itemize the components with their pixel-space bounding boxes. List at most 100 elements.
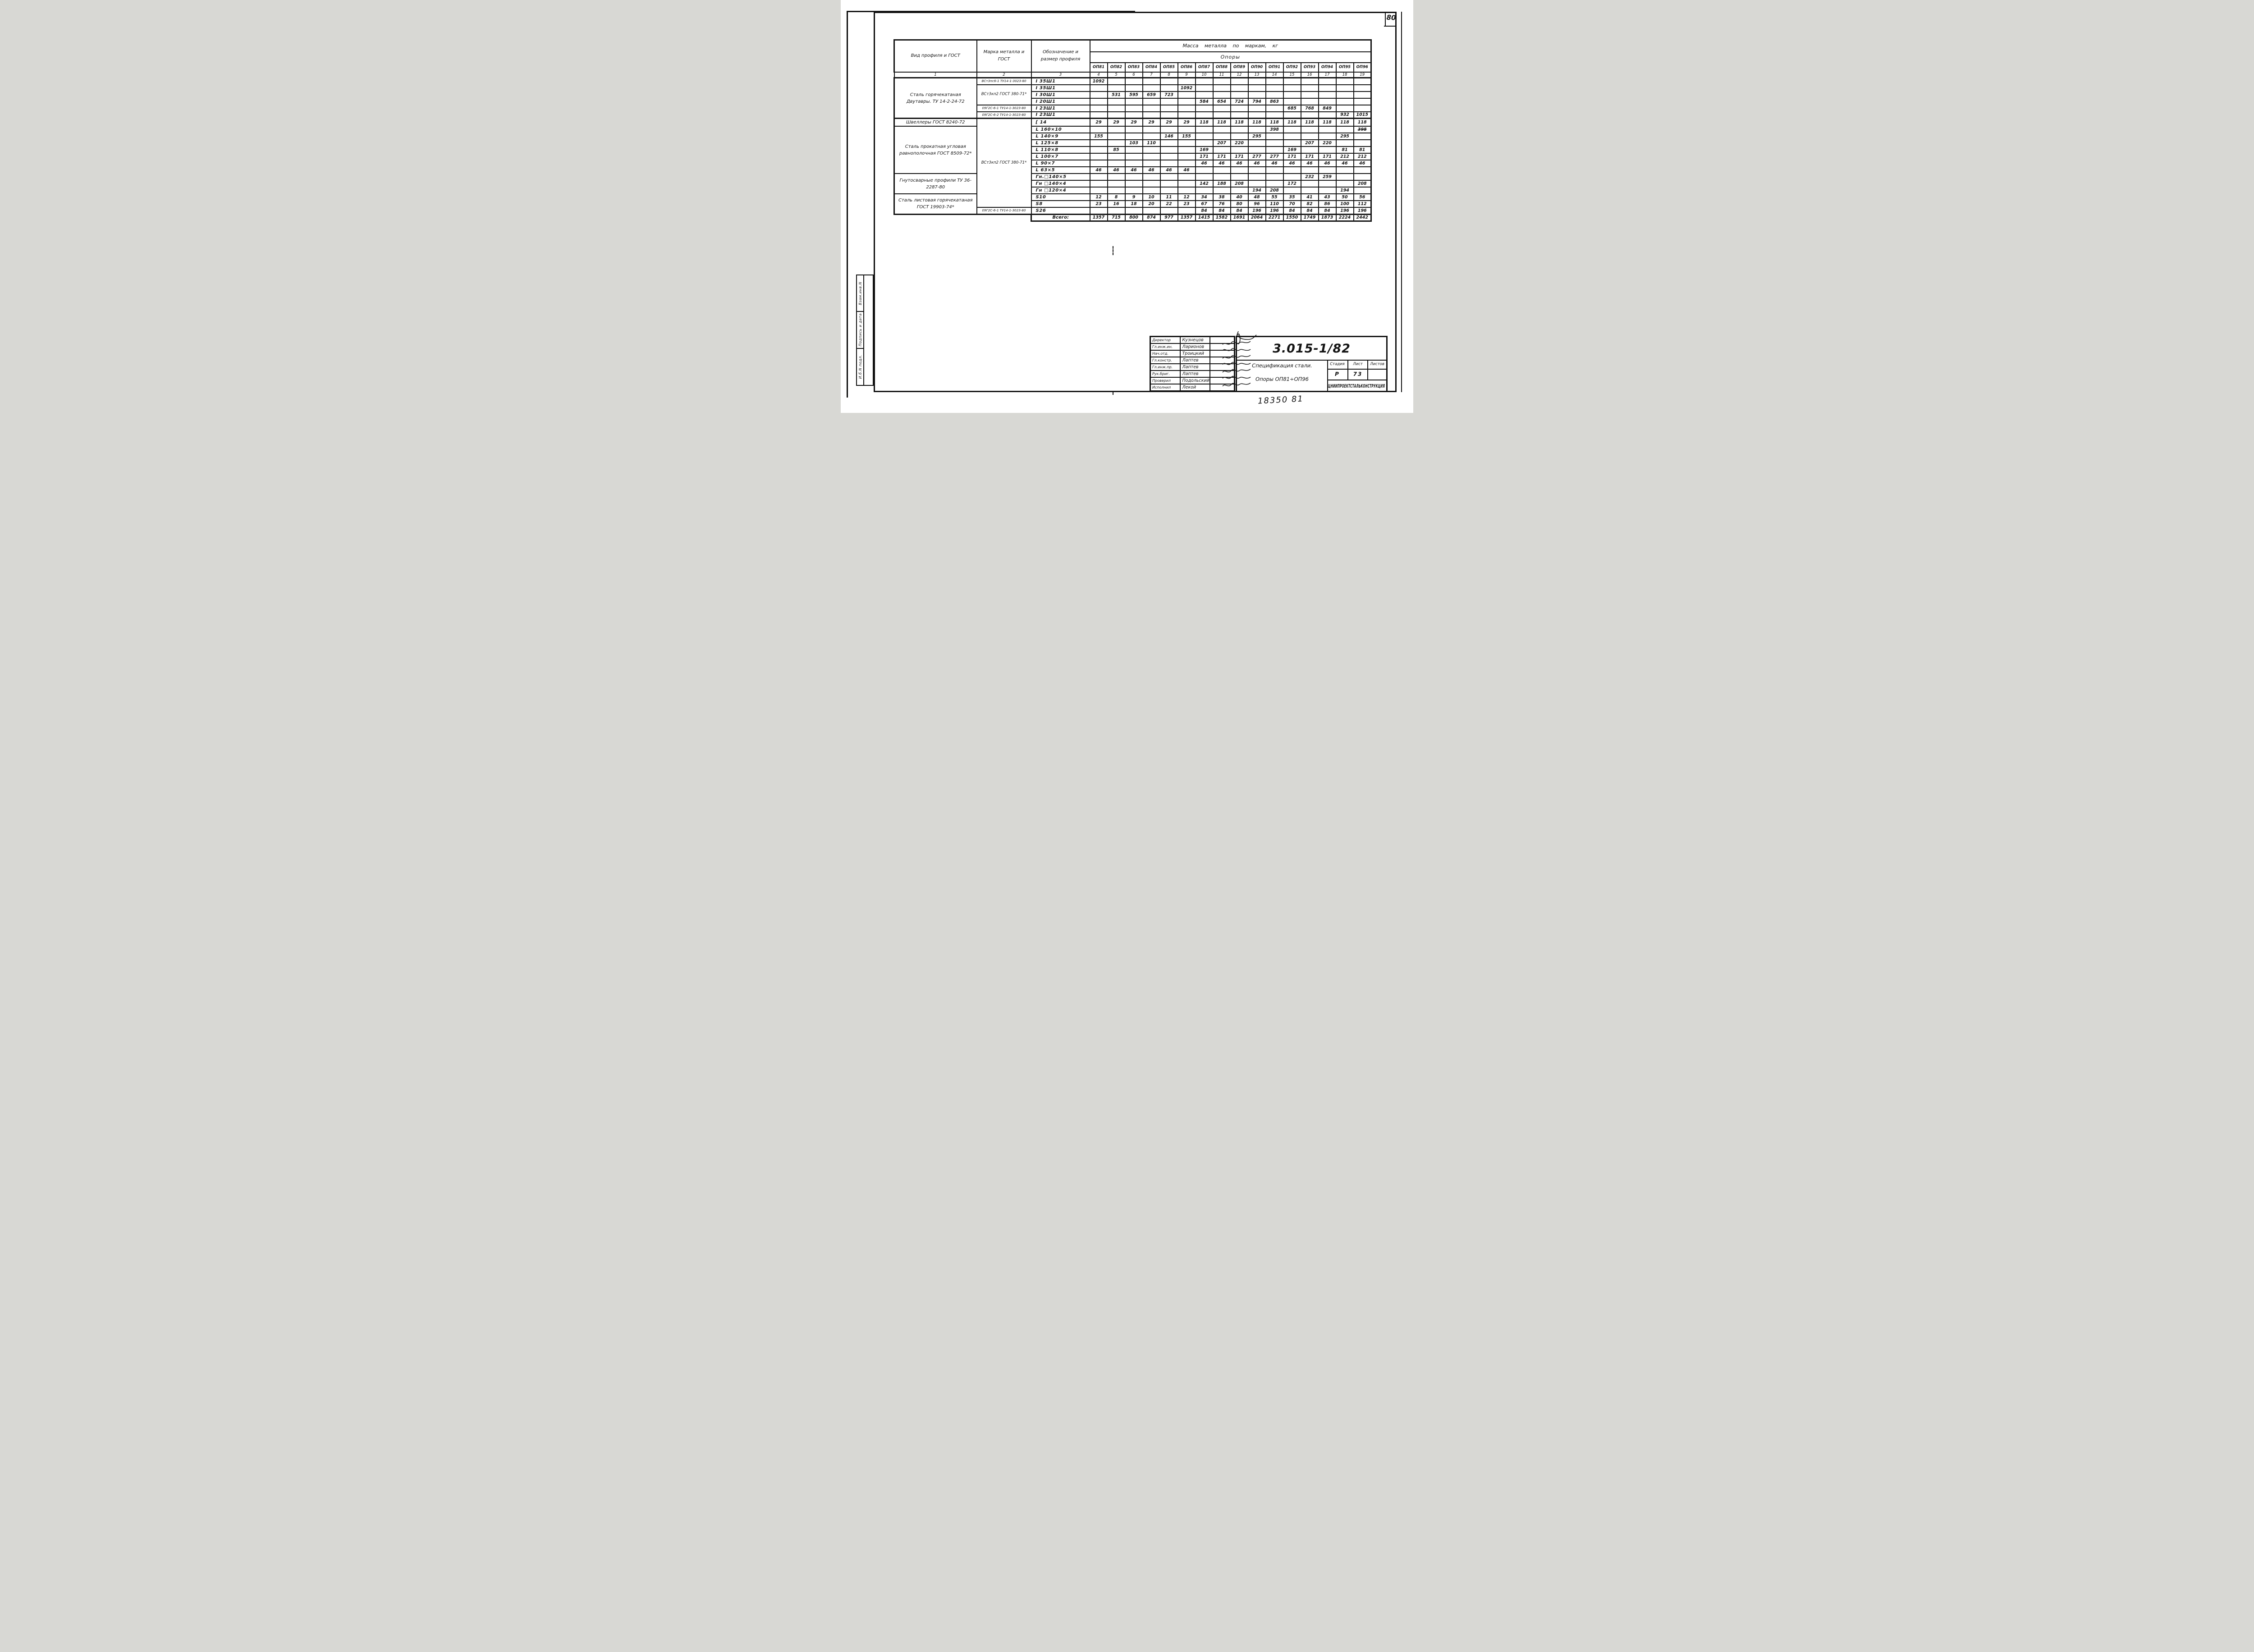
mass-value: 112 [1353,200,1372,208]
mass-value [1107,180,1126,188]
mass-value [1159,180,1178,188]
column-index: 10 [1195,71,1214,78]
mass-value [1089,146,1108,154]
stage-label: Стадия [1330,362,1345,366]
mass-value [1212,126,1231,133]
mass-value: 118 [1212,118,1231,127]
mass-value [1230,146,1249,154]
mass-value: 46 [1283,160,1301,167]
sheets-label: Листов [1370,362,1384,366]
mass-value: 171 [1195,153,1214,160]
mass-value: 16 [1107,200,1126,208]
mass-value [1089,180,1108,188]
mass-value: 295 [1247,133,1266,140]
total-value: 1415 [1195,214,1214,222]
mass-value [1318,187,1337,194]
mass-value [1300,84,1319,92]
mass-value [1265,111,1284,119]
mass-value [1107,187,1126,194]
mass-value [1142,160,1161,167]
mass-value: 18 [1124,200,1143,208]
mass-value: 259 [1318,173,1337,181]
sheet-corner-number: 80 [1386,13,1396,22]
column-index: 7 [1142,71,1161,78]
mass-value: 12 [1177,193,1196,201]
mass-value [1283,77,1301,85]
mass-value [1124,133,1143,140]
mass-value: 1092 [1089,77,1108,85]
mass-value: 9 [1124,193,1143,201]
mass-value [1318,84,1337,92]
mass-value [1318,133,1337,140]
mass-value [1107,139,1126,147]
mass-value: 46 [1230,160,1249,167]
mass-value [1335,97,1354,105]
mass-value [1089,207,1108,215]
mass-value [1177,97,1196,105]
mass-value [1142,187,1161,194]
mass-value: 8 [1107,193,1126,201]
profile-designation: I 35Ш1 [1031,77,1090,85]
mass-value [1335,84,1354,92]
profile-designation: L 63×5 [1031,166,1090,174]
mass-value [1124,173,1143,181]
mass-value [1230,173,1249,181]
mass-value: 220 [1318,139,1337,147]
mass-value [1318,146,1337,154]
signature-cell [1209,370,1235,378]
column-index: 3 [1031,71,1090,78]
mass-value: 84 [1300,207,1319,215]
mass-value: 196 [1265,207,1284,215]
corner-box-line [1385,12,1386,26]
mass-value [1195,77,1214,85]
mass-value [1195,111,1214,119]
mass-value [1212,173,1231,181]
mass-value [1230,166,1249,174]
profile-designation: Гн □140×4 [1031,180,1090,188]
mass-value [1353,187,1372,194]
mass-value [1089,111,1108,119]
mass-value [1230,84,1249,92]
mass-value [1107,77,1126,85]
signature-cell [1209,363,1235,371]
mass-value [1089,91,1108,99]
mass-value [1247,126,1266,133]
section-label: Сталь листовая горячекатаная ГОСТ 19903-… [893,193,977,215]
scan-edge-artifact [847,11,1135,12]
mass-value [1247,104,1266,112]
mass-value: 46 [1318,160,1337,167]
mass-value: 46 [1195,160,1214,167]
strip-label: И.б.N подл. [858,355,862,379]
support-header: ОП84 [1142,62,1161,73]
title-block-divider [1327,360,1328,391]
support-header: ОП92 [1283,62,1301,73]
mass-value [1142,84,1161,92]
profile-designation: Гн.□140×5 [1031,173,1090,181]
document-number: 3.015-1/82 [1273,341,1351,356]
mass-value [1247,166,1266,174]
column-index: 13 [1247,71,1266,78]
mass-value [1107,97,1126,105]
mass-value: 277 [1265,153,1284,160]
mass-value [1353,133,1372,140]
steel-grade: 09Г2С-6-1 ТУ14-1-3023-80 [976,207,1032,215]
mass-value [1283,187,1301,194]
mass-value [1124,97,1143,105]
mass-value: 220 [1230,139,1249,147]
mass-value: 84 [1195,207,1214,215]
total-value: 1873 [1318,214,1337,222]
signature-role: Гл.инж.пр. [1150,363,1181,371]
signature-name: Кузнецов [1179,336,1210,344]
column-index: 17 [1318,71,1337,78]
mass-value [1124,180,1143,188]
mass-value: 196 [1353,207,1372,215]
signature-name: Лаптев [1179,363,1210,371]
profile-designation: L 160×10 [1031,126,1090,133]
mass-value [1265,173,1284,181]
title-block-divider [1367,360,1368,380]
mass-value: 169 [1195,146,1214,154]
mass-value [1107,104,1126,112]
mass-value [1107,133,1126,140]
mass-value [1265,133,1284,140]
mass-value [1089,126,1108,133]
